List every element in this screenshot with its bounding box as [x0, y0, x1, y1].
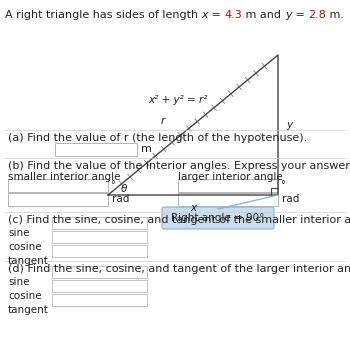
- Text: Right angle = 90°: Right angle = 90°: [171, 213, 265, 223]
- Text: m: m: [141, 144, 152, 154]
- FancyBboxPatch shape: [178, 193, 278, 206]
- Text: (b) Find the value of the interior angles. Express your answers in degrees and r: (b) Find the value of the interior angle…: [8, 161, 350, 171]
- Text: A right triangle has sides of length: A right triangle has sides of length: [5, 10, 202, 20]
- Text: m and: m and: [242, 10, 285, 20]
- Text: y: y: [286, 120, 292, 130]
- Text: cosine: cosine: [8, 291, 42, 301]
- Text: sine: sine: [8, 228, 29, 238]
- FancyBboxPatch shape: [52, 294, 147, 306]
- FancyBboxPatch shape: [8, 193, 108, 206]
- Text: (d) Find the sine, cosine, and tangent of the larger interior angle.: (d) Find the sine, cosine, and tangent o…: [8, 264, 350, 274]
- FancyBboxPatch shape: [55, 143, 137, 156]
- FancyBboxPatch shape: [8, 179, 108, 192]
- FancyBboxPatch shape: [52, 217, 147, 229]
- Text: y: y: [285, 10, 292, 20]
- Text: larger interior angle: larger interior angle: [178, 172, 283, 182]
- Text: cosine: cosine: [8, 242, 42, 252]
- Text: x: x: [190, 203, 196, 213]
- FancyBboxPatch shape: [178, 179, 278, 192]
- FancyBboxPatch shape: [52, 280, 147, 292]
- Text: θ: θ: [121, 184, 127, 194]
- Text: rad: rad: [112, 194, 130, 204]
- FancyBboxPatch shape: [162, 207, 274, 229]
- Text: (c) Find the sine, cosine, and tangent of the smaller interior angle.: (c) Find the sine, cosine, and tangent o…: [8, 215, 350, 225]
- Text: m.: m.: [326, 10, 344, 20]
- Text: smaller interior angle: smaller interior angle: [8, 172, 120, 182]
- Text: °: °: [280, 180, 285, 190]
- FancyBboxPatch shape: [52, 245, 147, 257]
- Text: tangent: tangent: [8, 256, 49, 266]
- Text: x: x: [202, 10, 208, 20]
- Text: 4.3: 4.3: [225, 10, 242, 20]
- Text: =: =: [292, 10, 308, 20]
- Text: sine: sine: [8, 277, 29, 287]
- Text: rad: rad: [282, 194, 299, 204]
- Text: x² + y² = r²: x² + y² = r²: [148, 95, 208, 105]
- FancyBboxPatch shape: [52, 266, 147, 278]
- Text: =: =: [208, 10, 225, 20]
- FancyBboxPatch shape: [52, 231, 147, 243]
- Text: tangent: tangent: [8, 305, 49, 315]
- Text: (a) Find the value of r (the length of the hypotenuse).: (a) Find the value of r (the length of t…: [8, 133, 307, 143]
- Text: 2.8: 2.8: [308, 10, 326, 20]
- Text: °: °: [110, 180, 115, 190]
- Text: r: r: [161, 116, 165, 126]
